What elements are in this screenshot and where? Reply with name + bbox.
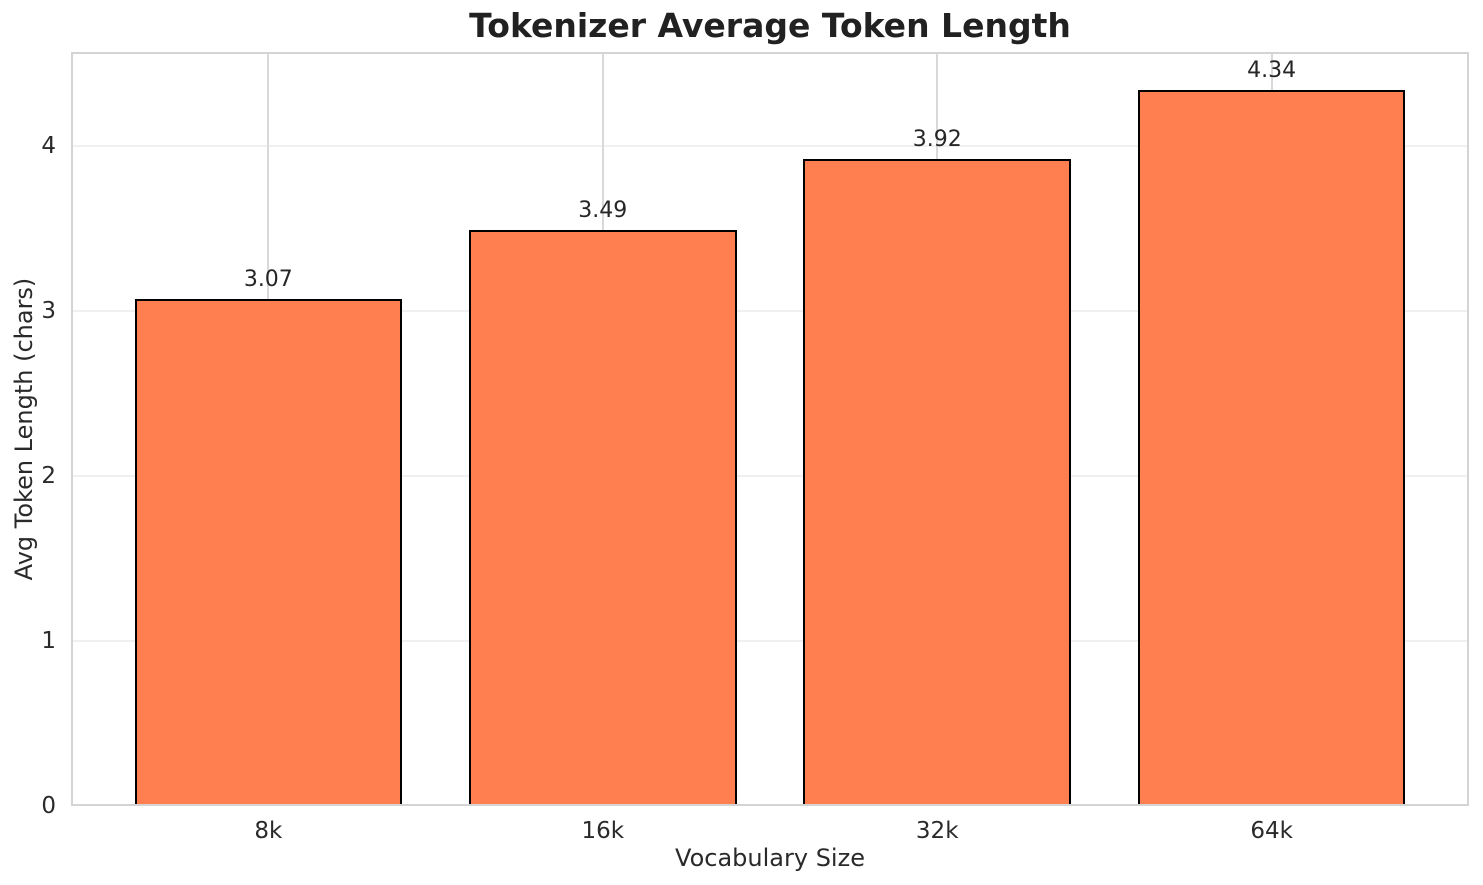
bar-16k bbox=[468, 230, 737, 806]
chart-title: Tokenizer Average Token Length bbox=[469, 6, 1071, 45]
x-tick-label: 8k bbox=[254, 818, 283, 844]
y-tick-label: 4 bbox=[41, 133, 56, 160]
y-tick-label: 3 bbox=[41, 298, 56, 325]
bar-value-label: 3.92 bbox=[912, 127, 962, 153]
bar-value-label: 3.07 bbox=[243, 267, 293, 293]
bar-32k bbox=[803, 159, 1071, 806]
x-axis-label: Vocabulary Size bbox=[675, 844, 865, 872]
bar-8k bbox=[134, 299, 403, 806]
x-tick-label: 32k bbox=[915, 818, 959, 844]
gridline-horizontal bbox=[71, 475, 1469, 478]
bar-value-label: 4.34 bbox=[1247, 57, 1297, 83]
bar-value-label: 3.49 bbox=[578, 198, 628, 224]
y-tick-label: 0 bbox=[41, 793, 56, 819]
x-tick-label: 16k bbox=[581, 818, 625, 844]
y-tick-label: 2 bbox=[41, 463, 56, 490]
y-axis-label: Avg Token Length (chars) bbox=[10, 277, 38, 581]
gridline-horizontal bbox=[71, 145, 1469, 148]
y-tick-label: 1 bbox=[41, 628, 56, 654]
gridline-horizontal bbox=[71, 310, 1469, 313]
gridline-horizontal bbox=[71, 640, 1469, 643]
x-tick-label: 64k bbox=[1250, 818, 1293, 844]
plot-area: 3.07 3.49 3.92 4.34 bbox=[71, 52, 1469, 806]
bar-64k bbox=[1137, 89, 1406, 806]
